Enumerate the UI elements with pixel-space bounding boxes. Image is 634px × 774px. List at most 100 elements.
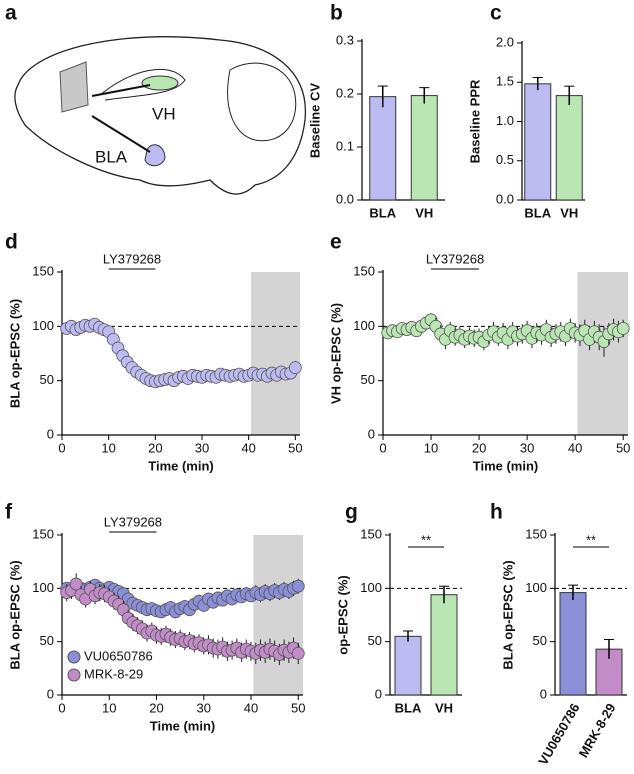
- bar: [410, 95, 438, 201]
- x-tick-label: 50: [291, 700, 305, 715]
- x-tick-label: 50: [616, 440, 630, 455]
- x-tick-label: 0: [58, 440, 65, 455]
- x-tick-label: 30: [195, 440, 209, 455]
- panel-letter: e: [330, 231, 342, 254]
- y-axis-label: Baseline CV: [307, 83, 322, 158]
- x-tick-label: BLA: [395, 700, 422, 715]
- y-tick-label: 0: [540, 686, 547, 701]
- x-tick-label: 40: [241, 440, 255, 455]
- y-tick-label: 0.3: [336, 32, 354, 47]
- y-axis-label: op-EPSC (%): [335, 575, 350, 654]
- bla-label: BLA: [95, 147, 128, 166]
- x-tick-label: 50: [288, 440, 302, 455]
- panel-letter: g: [345, 501, 358, 524]
- y-tick-label: 150: [525, 526, 547, 541]
- y-tick-label: 2.0: [496, 34, 514, 49]
- y-tick-label: 50: [533, 633, 547, 648]
- y-tick-label: 0.1: [336, 138, 354, 153]
- data-point: [288, 361, 302, 375]
- panel-letter: h: [490, 501, 503, 524]
- y-tick-label: 150: [353, 263, 375, 278]
- y-axis-label: BLA op-EPSC (%): [7, 299, 22, 408]
- y-tick-label: 100: [32, 318, 54, 333]
- x-tick-label: 0: [58, 700, 65, 715]
- x-tick-label: BLA: [369, 205, 396, 220]
- x-tick-label: 10: [101, 440, 115, 455]
- x-tick-label: 30: [197, 700, 211, 715]
- y-tick-label: 1.5: [496, 74, 514, 89]
- bar: [394, 635, 422, 696]
- hippocampus: [99, 68, 186, 101]
- x-tick-label: VH: [435, 700, 453, 715]
- drug-label: LY379268: [104, 514, 162, 529]
- legend-marker: [67, 650, 81, 664]
- y-tick-label: 150: [32, 526, 54, 541]
- y-axis-label: Baseline PPR: [467, 79, 482, 163]
- bar: [369, 96, 397, 201]
- panel-letter: f: [5, 501, 13, 524]
- y-tick-label: 1.0: [496, 113, 514, 128]
- y-tick-label: 0: [47, 426, 54, 441]
- legend-marker: [67, 668, 81, 682]
- pfc-region: [59, 61, 89, 113]
- x-tick-label: 40: [244, 700, 258, 715]
- data-point: [291, 647, 305, 660]
- y-tick-label: 100: [353, 318, 375, 333]
- x-tick-label: 20: [472, 440, 486, 455]
- data-point: [616, 322, 630, 335]
- bar: [555, 95, 583, 201]
- y-tick-label: 0.0: [336, 191, 354, 206]
- x-tick-label: 10: [102, 700, 116, 715]
- y-axis-label: BLA op-EPSC (%): [500, 560, 515, 669]
- bla-region: [144, 144, 166, 167]
- y-tick-label: 0.2: [336, 85, 354, 100]
- bar: [595, 648, 623, 696]
- significance-label: **: [421, 532, 431, 547]
- legend-label: VU0650786: [84, 648, 153, 663]
- y-tick-label: 0: [368, 426, 375, 441]
- y-tick-label: 100: [525, 580, 547, 595]
- x-tick-label: MRK-8-29: [576, 701, 619, 760]
- shaded-region: [253, 535, 303, 695]
- y-tick-label: 150: [32, 263, 54, 278]
- data-point: [291, 579, 305, 593]
- vh-region: [141, 75, 179, 91]
- x-tick-label: 0: [379, 440, 386, 455]
- y-tick-label: 100: [360, 580, 382, 595]
- x-tick-label: 30: [520, 440, 534, 455]
- vh-label: VH: [152, 104, 176, 123]
- y-tick-label: 50: [368, 633, 382, 648]
- y-tick-label: 50: [40, 633, 54, 648]
- drug-label: LY379268: [103, 251, 161, 266]
- panel-letter: d: [5, 231, 18, 254]
- x-tick-label: 20: [149, 700, 163, 715]
- x-tick-label: VU0650786: [535, 701, 582, 768]
- significance-label: **: [586, 532, 596, 547]
- y-tick-label: 100: [32, 580, 54, 595]
- x-tick-label: VH: [560, 205, 578, 220]
- drug-label: LY379268: [426, 251, 484, 266]
- x-axis-label: Time (min): [473, 458, 539, 473]
- y-tick-label: 50: [40, 372, 54, 387]
- y-tick-label: 0: [375, 686, 382, 701]
- y-axis-label: VH op-EPSC (%): [328, 303, 343, 404]
- bar: [524, 83, 552, 201]
- brain-outline: [14, 36, 307, 195]
- y-tick-label: 0: [47, 686, 54, 701]
- x-tick-label: BLA: [524, 205, 551, 220]
- shaded-region: [251, 272, 300, 435]
- x-axis-label: Time (min): [150, 718, 216, 733]
- projection-arrow: [91, 84, 151, 97]
- bar: [559, 592, 587, 696]
- data-point: [69, 577, 83, 591]
- y-tick-label: 150: [360, 526, 382, 541]
- x-axis-label: Time (min): [148, 458, 214, 473]
- x-tick-label: 10: [424, 440, 438, 455]
- panel-letter: a: [5, 2, 17, 25]
- x-tick-label: 40: [568, 440, 582, 455]
- panel-letter: c: [490, 2, 502, 25]
- panel-letter: b: [330, 2, 343, 25]
- x-tick-label: VH: [415, 205, 433, 220]
- y-tick-label: 0.0: [496, 191, 514, 206]
